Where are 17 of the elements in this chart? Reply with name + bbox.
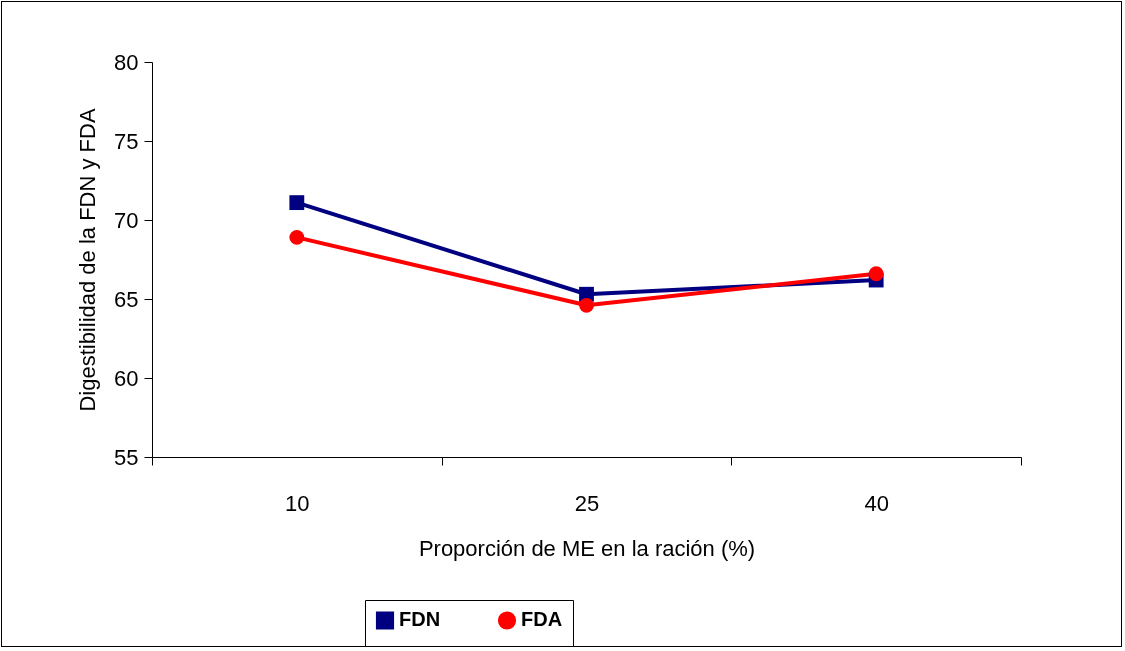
point <box>579 297 594 313</box>
x-axis-title: Proporción de ME en la ración (%) <box>418 535 756 561</box>
x-tick-label: 10 <box>285 490 310 516</box>
y-tick-label: 75 <box>114 128 139 154</box>
y-tick-label: 60 <box>114 365 139 391</box>
point <box>289 195 305 211</box>
y-tick-label: 70 <box>114 207 139 233</box>
legend-label: FDN <box>399 608 441 631</box>
legend-label: FDA <box>521 608 563 631</box>
y-axis-title: Digestibilidad de la FDN y FDA <box>75 108 101 412</box>
point <box>868 266 884 282</box>
point <box>289 229 305 245</box>
x-tick-label: 40 <box>864 490 889 516</box>
y-tick-label: 55 <box>114 444 139 470</box>
x-tick-label: 25 <box>574 490 600 516</box>
y-tick-label: 65 <box>114 286 139 312</box>
y-tick-label: 80 <box>114 49 139 75</box>
